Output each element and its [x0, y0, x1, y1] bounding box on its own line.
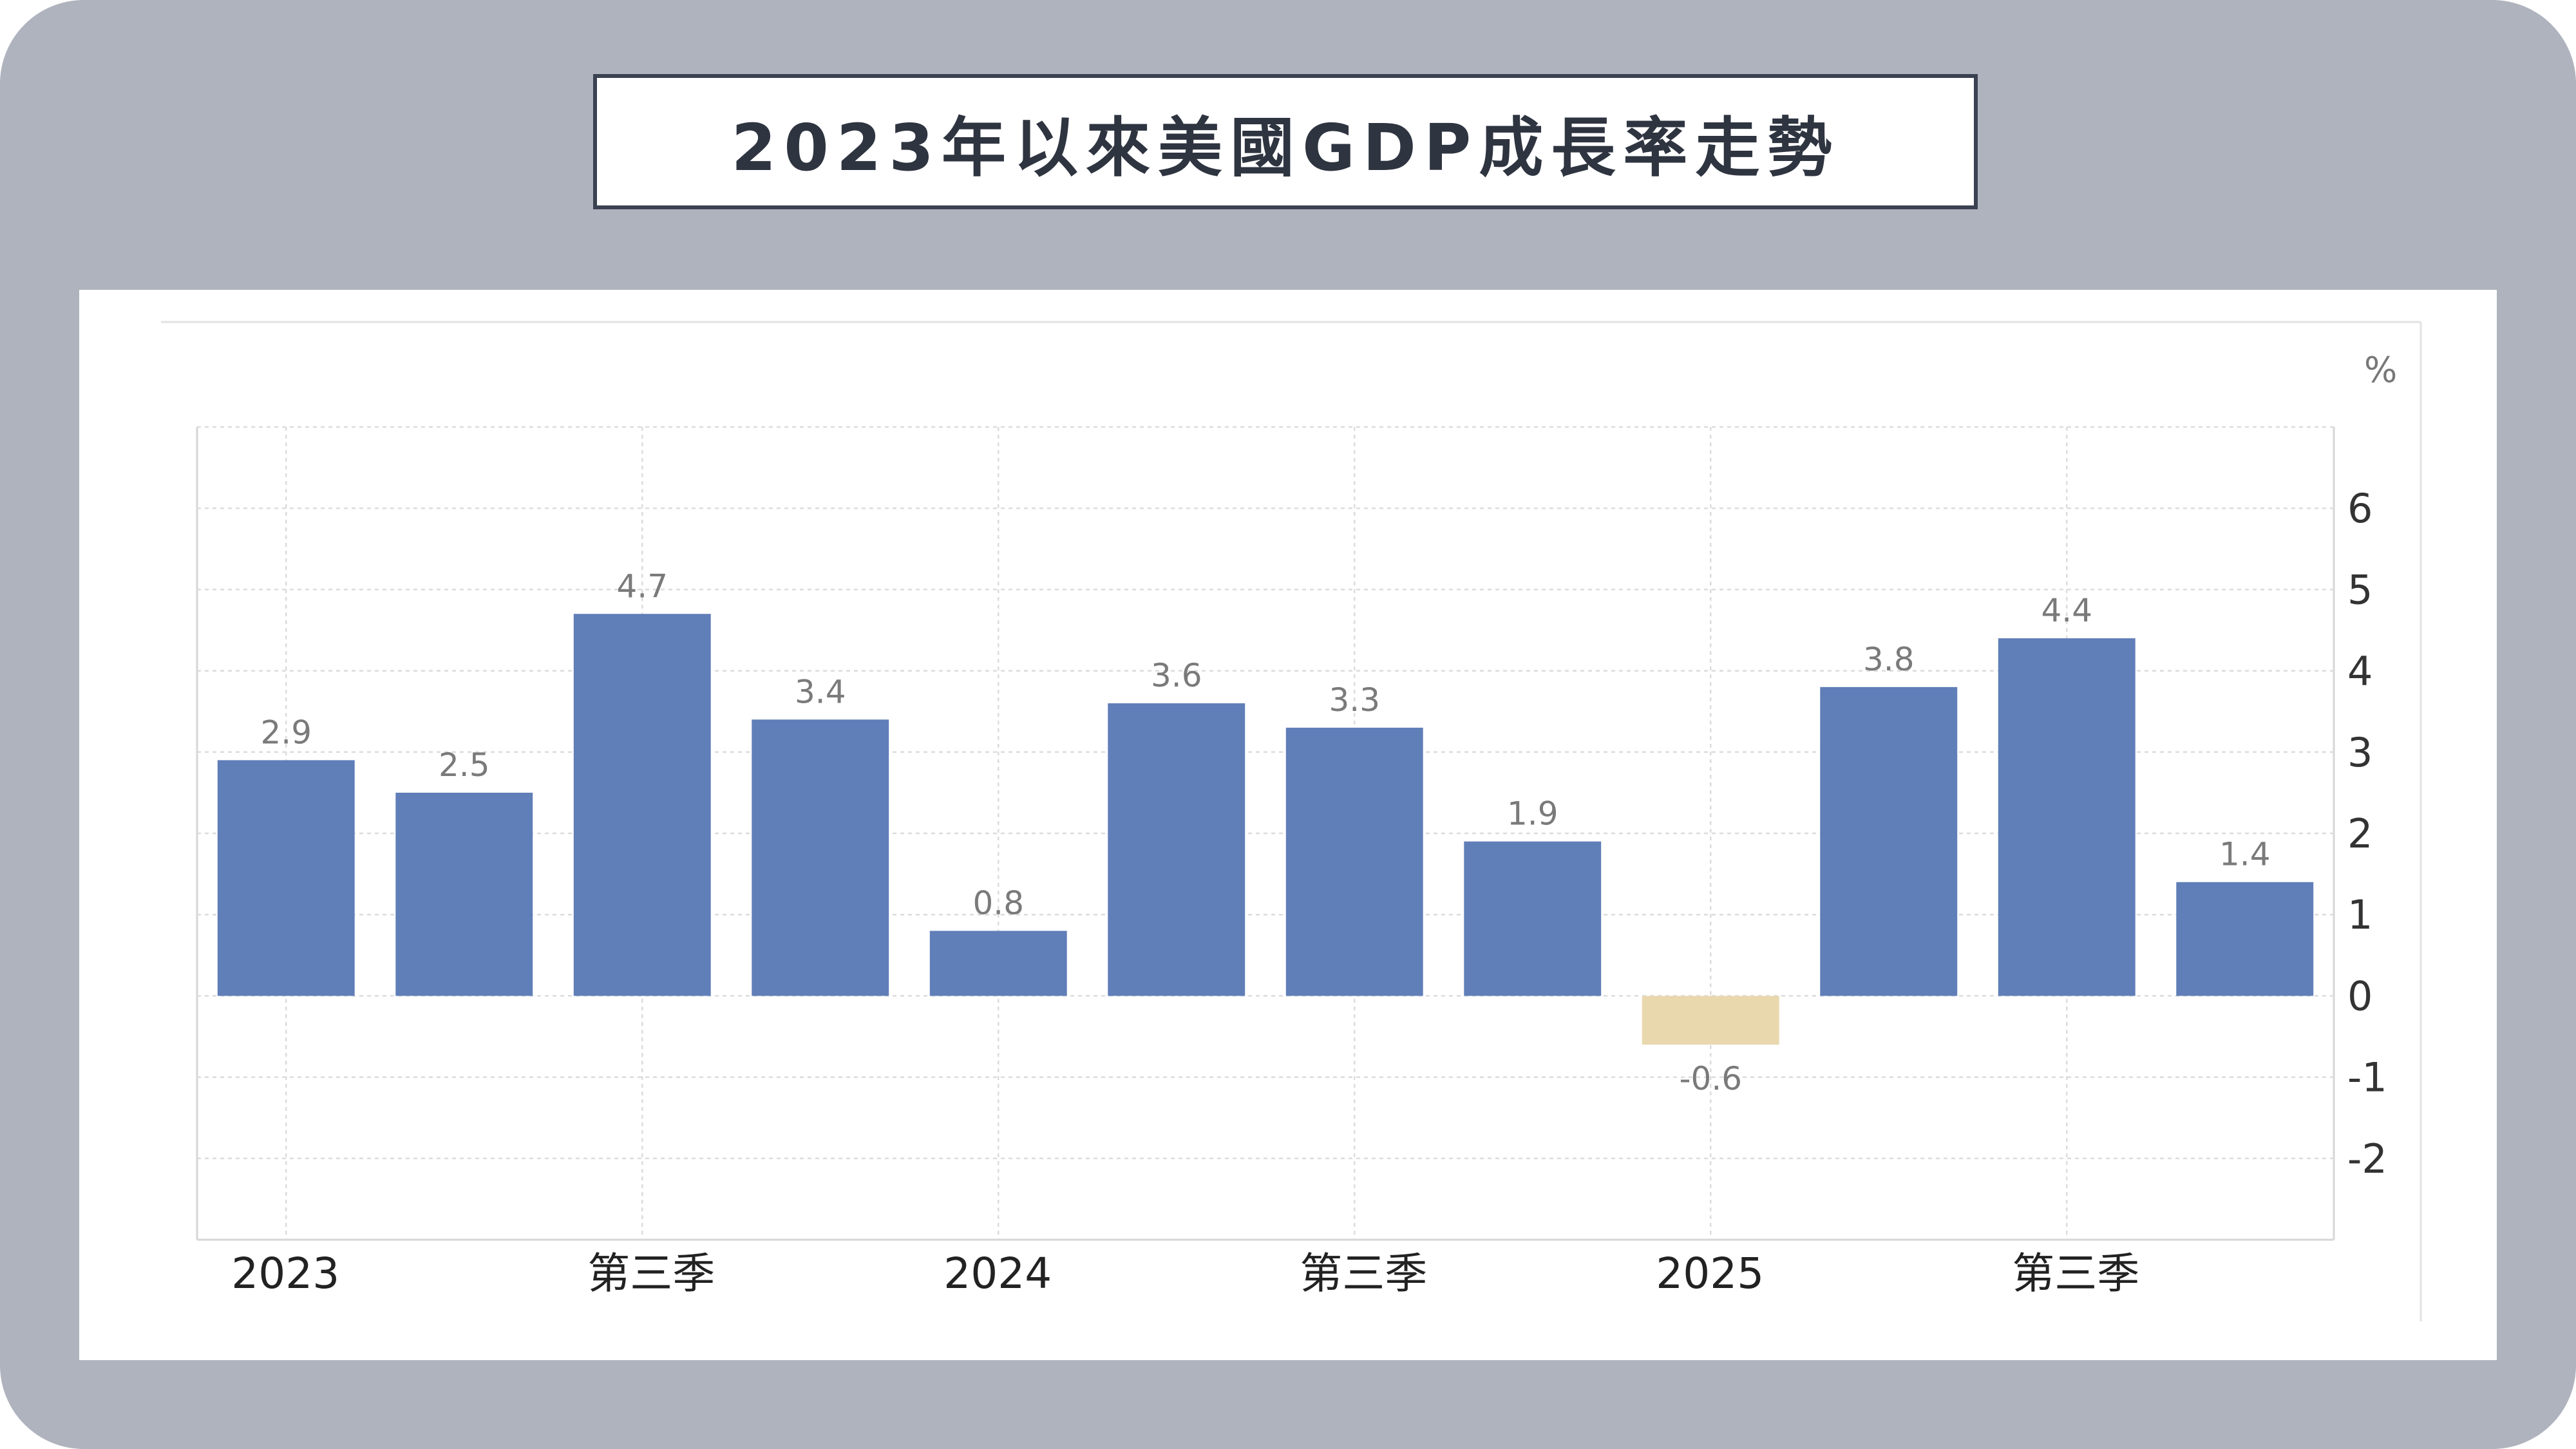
- y-axis-ticks: 6 5 4 3 2 1 0 -1 -2: [2347, 485, 2387, 1182]
- x-tick-label: 2024: [943, 1249, 1052, 1298]
- bar: [1464, 841, 1602, 996]
- data-label: 3.6: [1151, 657, 1202, 694]
- y-tick-label: 2: [2347, 810, 2372, 857]
- data-label: 4.7: [616, 567, 668, 605]
- y-tick-label: 4: [2347, 648, 2372, 695]
- x-tick-label: 2023: [231, 1249, 339, 1298]
- bar-chart: 2.9 2.5 4.7 3.4 0.8 3.6 3.3 1.9 -0.6 3.8 4.4 1.4 6 5…: [161, 321, 2422, 1321]
- y-tick-label: -2: [2347, 1135, 2387, 1182]
- grid-lines: [197, 426, 2334, 1240]
- data-label: 1.9: [1507, 795, 1558, 833]
- bar: [1642, 996, 1779, 1045]
- title-box: 2023年以來美國GDP成長率走勢: [593, 74, 1978, 209]
- data-label: 3.4: [795, 673, 846, 710]
- x-tick-label: 2025: [1656, 1249, 1764, 1298]
- bar: [1820, 687, 1958, 996]
- bar: [1285, 727, 1423, 996]
- y-unit-label: %: [2364, 350, 2397, 390]
- data-label: 4.4: [2041, 592, 2092, 629]
- chart-title: 2023年以來美國GDP成長率走勢: [731, 109, 1840, 185]
- data-label: 3.3: [1329, 681, 1380, 719]
- data-label: 2.9: [260, 714, 312, 751]
- data-label: 1.4: [2219, 836, 2271, 873]
- bar: [1998, 638, 2136, 996]
- bar: [217, 760, 355, 996]
- x-tick-label: 第三季: [2012, 1249, 2139, 1298]
- bar: [395, 792, 533, 996]
- data-label: -0.6: [1679, 1060, 1742, 1097]
- chart-panel: 2.9 2.5 4.7 3.4 0.8 3.6 3.3 1.9 -0.6 3.8 4.4 1.4 6 5…: [79, 290, 2497, 1360]
- bar: [2176, 882, 2314, 996]
- bar: [752, 719, 889, 996]
- x-tick-label: 第三季: [587, 1249, 715, 1298]
- value-labels: 2.9 2.5 4.7 3.4 0.8 3.6 3.3 1.9 -0.6 3.8 4.4 1.4: [260, 567, 2270, 1097]
- y-tick-label: 1: [2347, 891, 2372, 938]
- bar: [573, 614, 711, 996]
- y-tick-label: 6: [2347, 485, 2372, 532]
- y-tick-label: 5: [2347, 566, 2372, 613]
- data-label: 2.5: [439, 746, 490, 784]
- y-tick-label: -1: [2347, 1054, 2387, 1101]
- bars: [217, 614, 2314, 1045]
- bar: [929, 931, 1067, 996]
- data-label: 0.8: [972, 884, 1024, 922]
- data-label: 3.8: [1863, 641, 1915, 678]
- x-tick-label: 第三季: [1300, 1249, 1427, 1298]
- x-axis-ticks: 2023 第三季 2024 第三季 2025 第三季: [231, 1249, 2139, 1298]
- y-tick-label: 0: [2347, 972, 2372, 1019]
- bar: [1108, 703, 1245, 996]
- y-tick-label: 3: [2347, 729, 2372, 776]
